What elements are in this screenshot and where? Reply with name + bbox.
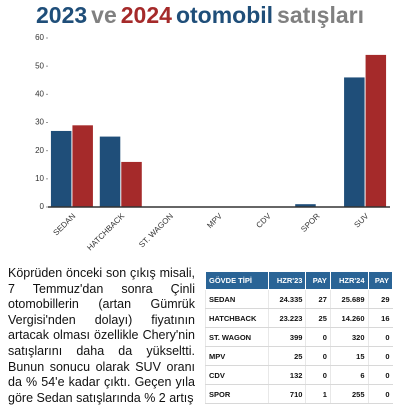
table-cell: 16 [367,308,393,328]
bar [295,204,316,207]
table-cell: ST. WAGON [205,327,269,347]
header-cell: HZR'24 [329,271,369,290]
x-tick-label: SEDAN [51,211,77,237]
x-tick-label: HATCHBACK [85,211,126,252]
header-cell: GÖVDE TİPİ [205,271,269,290]
table-cell: 255 [329,384,368,404]
table-row: CDV 132 0 6 0 [205,365,393,385]
table-cell: 0 [367,327,393,347]
title-part: 2024 [120,2,172,28]
table-row: SPOR 710 1 255 0 [205,384,393,404]
table-cell: 0 [367,346,393,366]
y-tick-label: 50 [35,61,44,70]
table-cell: 132 [267,365,306,385]
bar [121,161,142,207]
chart: 0 10 20 30 40 50 60 SEDAN HATCHBACK ST. WAGON MPV C… [35,33,390,252]
bar [99,136,121,207]
table-cell: 0 [367,384,393,404]
table-cell: 710 [267,384,306,404]
table-cell: 6 [329,365,368,385]
header-cell: PAY [305,271,331,290]
y-tick-label: 60 [35,33,44,42]
table-row: ST. WAGON 399 0 320 0 [205,327,393,347]
x-tick-label: SUV [352,211,370,229]
table-cell: SEDAN [205,289,269,309]
table-cell: 25 [267,346,306,366]
bar [344,77,365,207]
x-tick-label: CDV [254,211,273,230]
table-cell: 25.689 [329,289,368,309]
table-cell: MPV [205,346,269,366]
table-cell: 399 [267,327,306,347]
bar [72,125,93,207]
bar [50,130,72,207]
y-tick-label: 40 [35,89,44,98]
table-cell: 23.223 [267,308,306,328]
x-tick-label: MPV [205,211,224,230]
y-tick-label: 20 [35,146,44,155]
y-tick-label: 30 [35,118,44,127]
header-cell: HZR'23 [267,271,307,290]
table-cell: 27 [305,289,331,309]
title-part: ve [91,2,117,28]
table-row: MPV 25 0 15 0 [205,346,393,366]
y-tick-label: 10 [35,174,44,183]
title-part: 2023 [36,2,88,28]
title-part: satışları [277,2,364,28]
table-cell: 320 [329,327,368,347]
table-cell: CDV [205,365,269,385]
x-tick-label: SPOR [299,211,322,234]
table-cell: SPOR [205,384,269,404]
table-cell: 29 [367,289,393,309]
bar [365,54,387,208]
table-row: SEDAN 24.335 27 25.689 29 [205,289,393,309]
table-cell: 0 [305,365,331,385]
table-header: GÖVDE TİPİ HZR'23 PAY HZR'24 PAY [205,271,393,290]
table-cell: 24.335 [267,289,306,309]
table-cell: 25 [305,308,331,328]
table-row: HATCHBACK 23.223 25 14.260 16 [205,308,393,328]
table-cell: 0 [367,365,393,385]
table-cell: HATCHBACK [205,308,269,328]
table-cell: 0 [305,346,331,366]
table-cell: 1 [305,384,331,404]
title-part: otomobil [175,2,274,28]
data-table: GÖVDE TİPİ HZR'23 PAY HZR'24 PAY SEDAN 24.335 2… [205,271,393,404]
table-cell: 14.260 [329,308,368,328]
title: 2023 ve 2024 otomobil satışları [0,2,400,29]
table-cell: 15 [329,346,368,366]
table-cell: 0 [305,327,331,347]
header-cell: PAY [367,271,393,290]
y-tick-label: 0 [40,202,45,211]
x-tick-label: ST. WAGON [137,211,175,249]
article-paragraph: Köprüden önceki son çıkış misali, 7 Temm… [8,266,195,405]
